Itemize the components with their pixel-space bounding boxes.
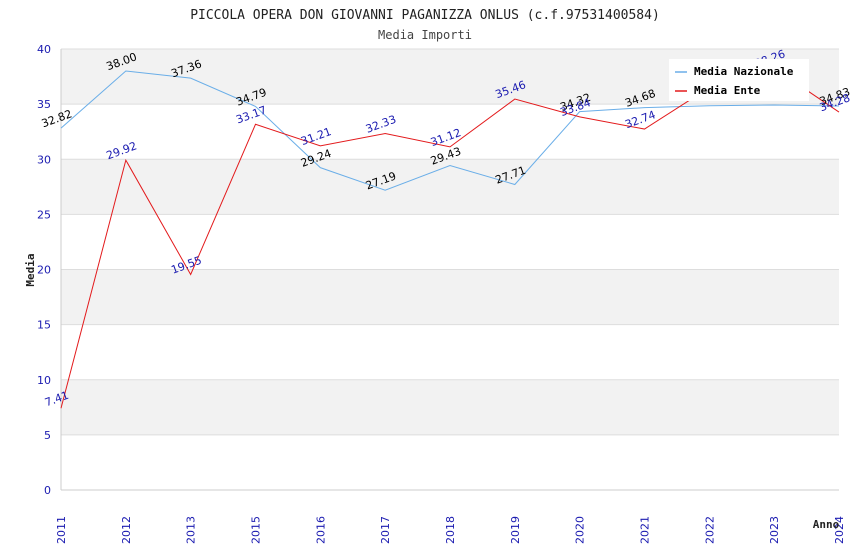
- chart-subtitle: Media Importi: [378, 28, 472, 42]
- legend-box: [669, 59, 809, 101]
- x-tick-label: 2017: [379, 516, 392, 544]
- series-line: [60, 67, 840, 409]
- x-tick-label: 2020: [574, 516, 587, 544]
- series-media-ente: [60, 67, 840, 409]
- x-tick-label: 2024: [833, 516, 846, 544]
- grid-band: [61, 269, 839, 325]
- x-tick-label: 2013: [185, 516, 198, 544]
- legend: Media Nazionale Media Ente: [669, 59, 809, 101]
- x-tick-label: 2011: [55, 516, 68, 544]
- y-tick-label: 0: [44, 484, 51, 497]
- legend-label-media-ente: Media Ente: [694, 84, 761, 97]
- grid-band: [61, 159, 839, 215]
- axes: [60, 49, 839, 491]
- x-tick-label: 2019: [509, 516, 522, 544]
- x-tick-label: 2023: [768, 516, 781, 544]
- y-tick-label: 40: [37, 43, 51, 56]
- x-tick-label: 2015: [250, 516, 263, 544]
- y-tick-label: 5: [44, 429, 51, 442]
- grid-bands: [61, 49, 839, 435]
- x-tick-label: 2022: [703, 516, 716, 544]
- y-tick-label: 35: [37, 98, 51, 111]
- y-axis-title: Media: [24, 253, 37, 286]
- data-label-media-ente: 32.33: [364, 113, 398, 136]
- y-tick-label: 25: [37, 208, 51, 221]
- grid-band: [61, 379, 839, 435]
- y-tick-label: 10: [37, 374, 51, 387]
- y-tick-labels: 0 5 10 15 20 25 30 35 40: [37, 43, 51, 497]
- series-line: [60, 70, 840, 191]
- x-tick-label: 2018: [444, 516, 457, 544]
- x-tick-label: 2012: [120, 516, 133, 544]
- y-tick-label: 15: [37, 319, 51, 332]
- x-tick-label: 2016: [314, 516, 327, 544]
- y-tick-label: 30: [37, 153, 51, 166]
- x-tick-labels: 2011 2012 2013 2015 2016 2017 2018 2019 2020 2021…: [55, 516, 846, 544]
- legend-label-media-nazionale: Media Nazionale: [694, 65, 794, 78]
- x-axis-title: Anno: [813, 518, 840, 531]
- x-tick-label: 2021: [639, 516, 652, 544]
- chart-title: PICCOLA OPERA DON GIOVANNI PAGANIZZA ONL…: [190, 8, 660, 23]
- series-media-nazionale: [60, 70, 840, 191]
- y-tick-label: 20: [37, 264, 51, 277]
